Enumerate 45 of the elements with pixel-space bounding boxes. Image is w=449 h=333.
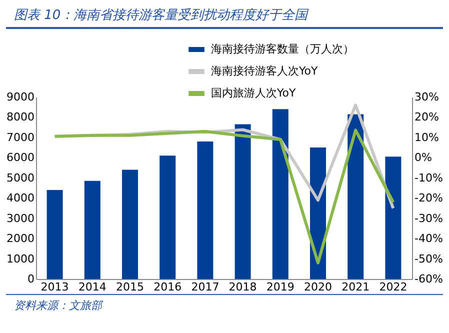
bar (234, 124, 251, 279)
y2-tick-label: -10% (414, 171, 443, 184)
y2-tick-label: 0% (414, 151, 432, 164)
x-tick-label: 2017 (191, 280, 220, 294)
text: 资料来源：文旅部 (6, 294, 443, 316)
bar (272, 109, 288, 279)
legend-label: 海南接待游客人次YoY (211, 64, 318, 78)
y-tick-label: 3000 (6, 212, 34, 225)
y2-tick-label: -20% (414, 192, 443, 205)
y2-tick-label: 20% (414, 110, 439, 124)
y2-tick-label: -40% (414, 232, 443, 246)
bar (348, 114, 364, 279)
y-tick-label: 0 (28, 272, 34, 286)
x-tick-label: 2021 (342, 280, 370, 294)
x-tick-label: 2019 (266, 280, 294, 294)
y2-tick-label: 10% (414, 130, 439, 144)
bar (160, 156, 176, 279)
legend-label: 国内旅游人次YoY (211, 86, 296, 100)
y-tick-label: 4000 (6, 192, 34, 205)
x-tick-label: 2022 (379, 280, 408, 294)
legend-label: 海南接待游客数量（万人次） (211, 42, 354, 56)
x-tick-label: 2015 (116, 280, 144, 294)
y2-tick-label: -30% (414, 212, 443, 225)
y2-tick-label: -60% (414, 272, 443, 286)
y-tick-label: 7000 (6, 130, 34, 144)
x-tick-label: 2013 (40, 280, 69, 294)
y-tick-label: 1000 (6, 252, 34, 266)
y2-tick-label: 30% (414, 90, 439, 104)
y-tick-label: 5000 (6, 171, 34, 184)
bar (197, 141, 214, 279)
x-tick-label: 2018 (228, 280, 257, 294)
x-tick-label: 2020 (304, 280, 332, 294)
bar (122, 170, 138, 279)
y2-tick-label: -50% (414, 252, 443, 266)
bar (84, 180, 100, 279)
line-series (53, 128, 395, 264)
y-tick-label: 6000 (6, 151, 34, 164)
x-tick-label: 2014 (78, 280, 106, 294)
y-tick-label: 9000 (6, 90, 34, 104)
y-tick-label: 8000 (6, 110, 34, 124)
y-tick-label: 2000 (6, 232, 34, 246)
bar (46, 190, 63, 279)
x-tick-label: 2016 (154, 280, 182, 294)
bar (385, 156, 402, 279)
chart-title: 图表 10：海南省接待游客量受到扰动程度好于全国 (6, 0, 443, 29)
